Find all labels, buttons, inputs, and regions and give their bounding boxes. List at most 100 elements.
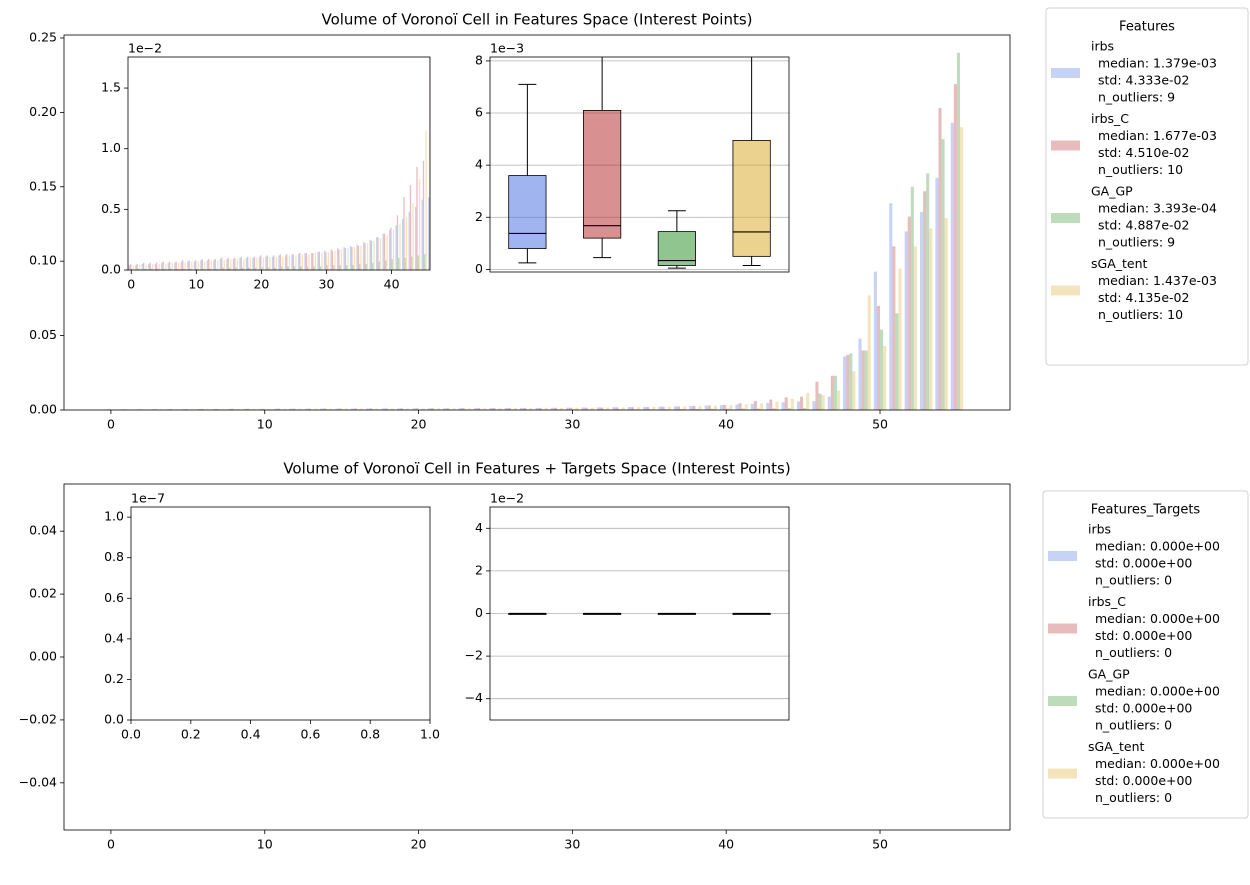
bar (926, 173, 929, 410)
legend-stat: std: 0.000e+00 (1095, 773, 1192, 788)
bar (267, 255, 268, 270)
legend-stat: median: 1.379e-03 (1098, 56, 1217, 71)
chart-title: Volume of Voronoï Cell in Features Space… (321, 11, 752, 29)
bar (723, 405, 726, 410)
legend-swatch (1051, 213, 1080, 223)
y-tick-label: 0.05 (29, 327, 57, 342)
bar (293, 254, 294, 270)
bar (281, 266, 282, 270)
bar (800, 397, 803, 410)
x-tick-label: 0.6 (300, 727, 320, 742)
bar (739, 403, 742, 410)
x-tick-label: 50 (872, 417, 888, 432)
bar (211, 260, 212, 270)
y-tick-label: −0.02 (19, 711, 57, 726)
bar (898, 269, 901, 410)
legend-label: irbs_C (1091, 111, 1129, 126)
bar (858, 339, 861, 410)
bar (628, 407, 631, 410)
bar (911, 187, 914, 410)
x-tick-label: 10 (188, 277, 204, 292)
bar (172, 263, 173, 270)
bar (254, 257, 255, 270)
bar (806, 393, 809, 410)
legend-label: irbs_C (1088, 594, 1126, 609)
bar (315, 253, 316, 270)
bar (191, 262, 192, 270)
bar (396, 225, 397, 270)
x-tick-label: 20 (411, 417, 427, 432)
legend-stat: std: 0.000e+00 (1095, 701, 1192, 716)
bar (418, 255, 419, 270)
bar (287, 266, 288, 270)
bar (280, 254, 281, 270)
y-tick-label: 0.4 (104, 630, 124, 645)
legend-label: GA_GP (1091, 184, 1133, 199)
bar (306, 253, 307, 270)
bar (129, 265, 130, 270)
bar (920, 212, 923, 410)
bar (674, 406, 677, 410)
legend-stat: std: 0.000e+00 (1095, 556, 1192, 571)
bar (889, 203, 892, 410)
bar (929, 228, 932, 410)
bar (226, 259, 227, 270)
bar (846, 355, 849, 410)
legend-stat: n_outliers: 0 (1095, 790, 1172, 805)
bar (597, 407, 600, 410)
bar (353, 265, 354, 270)
bar (416, 167, 417, 270)
x-tick-label: 0.2 (181, 727, 201, 742)
bar (831, 376, 834, 410)
bar (341, 249, 342, 270)
bar (278, 255, 279, 270)
bar (877, 306, 880, 410)
bar (699, 406, 702, 410)
bar (432, 149, 433, 270)
bar (720, 405, 723, 410)
bar (169, 262, 170, 270)
offset-label: 1e−7 (131, 491, 165, 506)
bar (389, 230, 390, 270)
bar (178, 263, 179, 270)
bar (195, 260, 196, 270)
bar (954, 84, 957, 410)
x-tick-label: 30 (319, 277, 335, 292)
bar (677, 406, 680, 410)
bar (187, 262, 188, 270)
bar (152, 264, 153, 270)
x-tick-label: 40 (718, 417, 734, 432)
bar (837, 391, 840, 410)
bar (364, 243, 365, 270)
bar (390, 228, 391, 270)
y-tick-label: 1.0 (104, 509, 124, 524)
bar (304, 253, 305, 270)
bar (637, 407, 640, 410)
bar (769, 400, 772, 410)
bar (252, 258, 253, 270)
bar (812, 401, 815, 410)
legend-label: irbs (1091, 39, 1114, 54)
bar (818, 394, 821, 410)
bar (923, 191, 926, 410)
bar (260, 255, 261, 270)
bar (411, 257, 412, 270)
bar (892, 246, 895, 410)
bar (371, 241, 372, 270)
bar (880, 330, 883, 410)
bar (785, 397, 788, 410)
bar (233, 259, 234, 270)
bar (376, 237, 377, 270)
x-tick-label: 10 (257, 417, 273, 432)
bar (359, 264, 360, 270)
bar (246, 258, 247, 270)
legend-swatch (1048, 551, 1077, 561)
legend-stat: n_outliers: 10 (1098, 162, 1183, 177)
bar (324, 251, 325, 270)
y-tick-label: 0.15 (29, 178, 57, 193)
box (733, 140, 770, 256)
bar (347, 248, 348, 270)
bar (402, 219, 403, 270)
bar (291, 254, 292, 270)
bar (363, 242, 364, 270)
